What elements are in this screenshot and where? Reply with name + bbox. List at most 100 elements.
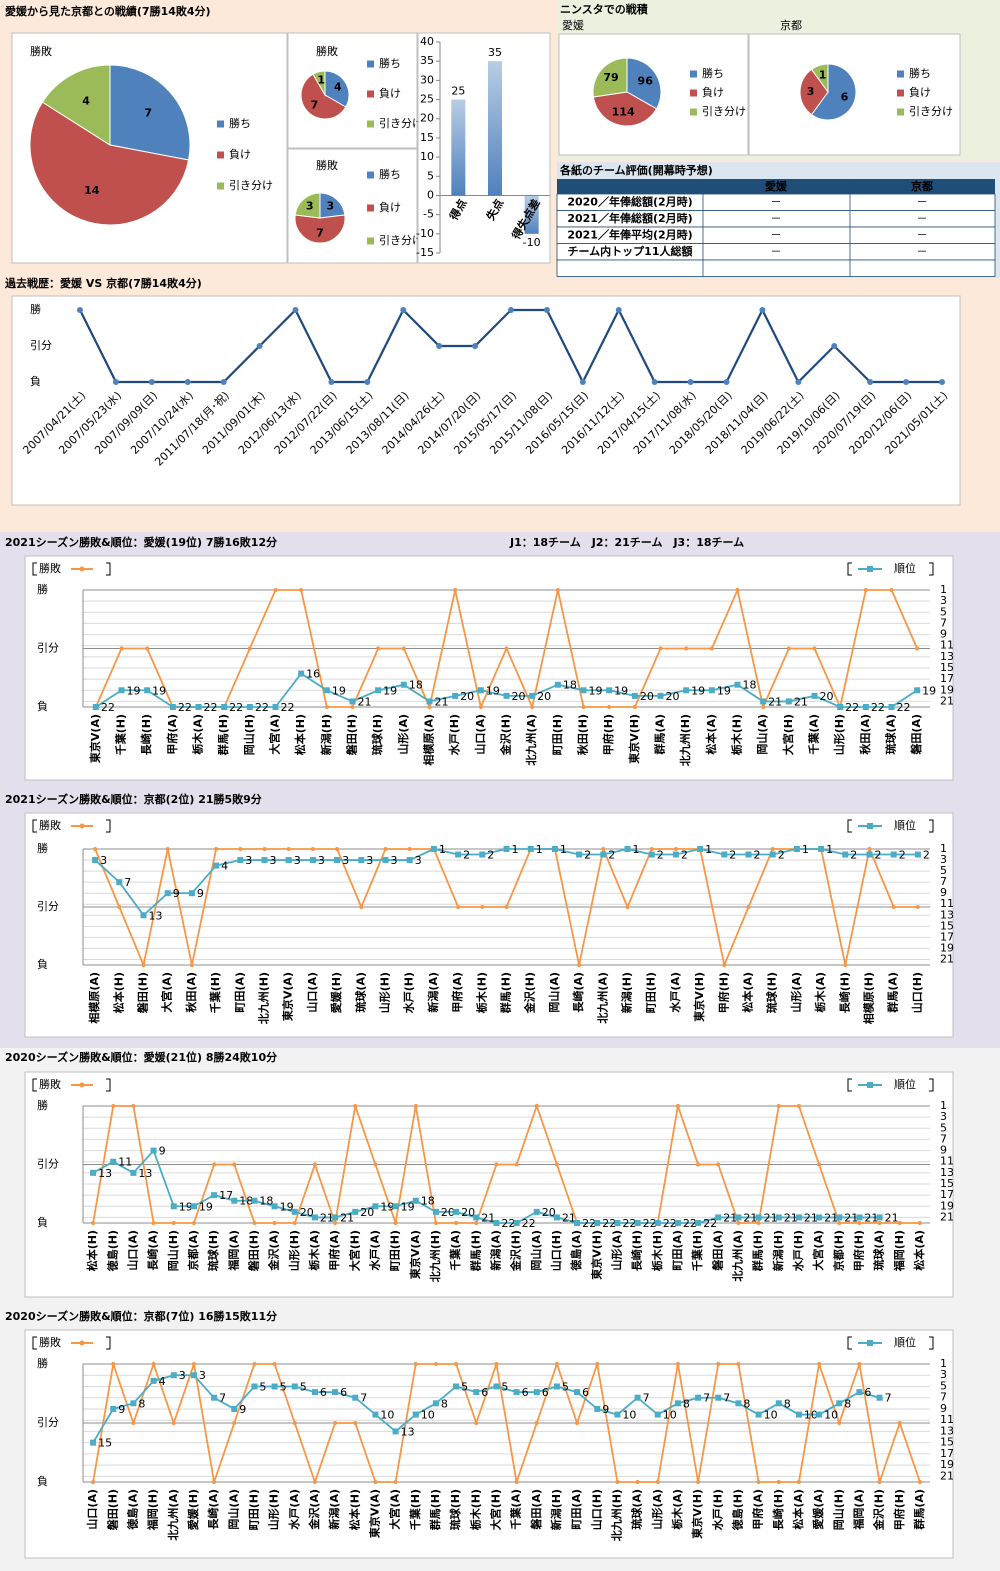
x-tick-label: 山口(H) — [549, 1230, 563, 1271]
y2-tick-label: 19 — [940, 1199, 954, 1212]
data-label: 3 — [179, 1369, 186, 1382]
data-label: 19 — [614, 684, 628, 697]
x-tick-label: 琉球(A) — [872, 1230, 886, 1271]
data-label: 7 — [643, 1392, 650, 1405]
x-tick-label: 甲府(A) — [165, 714, 179, 755]
marker — [527, 846, 534, 852]
marker — [649, 847, 654, 851]
x-tick-label: 町田(H) — [247, 1489, 260, 1530]
legend-bracket — [929, 562, 934, 576]
x-tick-label: 長崎(A) — [206, 1489, 220, 1530]
data-label: 3 — [199, 1369, 206, 1382]
x-tick-label: 山口(A) — [473, 714, 487, 755]
legend-label: 勝敗 — [39, 561, 61, 575]
x-tick-label: 岡山(A) — [529, 1230, 543, 1271]
chart-title: 2020シーズン勝敗&順位：愛媛(21位) 8勝24敗10分 — [5, 1050, 277, 1064]
marker — [116, 879, 123, 886]
marker — [237, 857, 244, 864]
marker — [897, 1421, 902, 1425]
marker — [625, 905, 630, 909]
marker — [795, 379, 802, 385]
legend-bracket — [32, 1078, 37, 1092]
marker — [298, 670, 305, 677]
data-label: 8 — [441, 1397, 448, 1410]
marker — [261, 857, 268, 864]
x-tick-label: 山口(A) — [125, 1230, 139, 1271]
x-tick-label: 山形(H) — [832, 714, 846, 755]
table-title: 各紙のチーム評価(開幕時予想) — [559, 163, 713, 177]
marker — [793, 846, 800, 852]
x-tick-label: 大宮(H) — [781, 714, 795, 755]
marker — [837, 704, 844, 710]
x-tick-label: 山形(A) — [650, 1489, 664, 1530]
marker — [171, 1421, 176, 1425]
x-tick-label: 山口(A) — [305, 972, 319, 1013]
data-label: 3 — [270, 854, 277, 867]
data-label: 22 — [871, 701, 885, 714]
legend-swatch — [367, 60, 374, 68]
data-label: 13 — [98, 1167, 112, 1180]
marker — [866, 851, 873, 858]
marker — [432, 1400, 439, 1407]
y2-tick-label: 1 — [940, 583, 947, 596]
data-label: 10 — [824, 1409, 838, 1422]
x-tick-label: 群馬(H) — [751, 1230, 765, 1272]
marker — [614, 1411, 621, 1418]
data-label: 7 — [360, 1392, 367, 1405]
marker — [551, 846, 558, 852]
marker — [436, 343, 443, 349]
legend-swatch — [690, 89, 697, 97]
marker — [393, 1480, 398, 1484]
x-tick-label: 水戸(H) — [402, 972, 416, 1013]
marker — [755, 1214, 762, 1221]
data-label: 79 — [603, 71, 618, 84]
marker — [401, 646, 406, 651]
x-tick-label: 磐田(H) — [105, 1489, 119, 1530]
marker — [494, 1162, 499, 1167]
marker — [92, 857, 99, 864]
legend-swatch — [367, 237, 374, 245]
data-label: 16 — [306, 668, 320, 681]
x-tick-label: 長崎(H) — [771, 1489, 785, 1530]
x-tick-label: 徳島(H) — [105, 1230, 119, 1272]
marker — [675, 1362, 680, 1366]
marker — [252, 1221, 257, 1225]
x-tick-label: 千葉(H) — [114, 714, 128, 755]
marker — [148, 379, 155, 385]
data-label: 7 — [311, 99, 319, 112]
marker — [285, 857, 292, 864]
marker — [352, 1394, 359, 1401]
marker — [594, 1405, 601, 1412]
marker — [191, 1362, 196, 1366]
y-tick-label: 30 — [420, 73, 434, 86]
x-tick-label: 大宮(A) — [388, 1489, 402, 1530]
data-label: 19 — [332, 684, 346, 697]
marker — [473, 1389, 480, 1396]
marker — [332, 1389, 339, 1396]
marker — [786, 646, 791, 651]
x-tick-label: 愛媛(H) — [186, 1489, 200, 1530]
data-label: 5 — [300, 1380, 307, 1393]
marker — [272, 1362, 277, 1366]
marker — [165, 847, 170, 851]
y2-tick-label: 5 — [940, 605, 947, 618]
x-tick-label: 町田(H) — [645, 972, 658, 1013]
marker — [392, 1203, 399, 1210]
data-label: 13 — [149, 909, 163, 922]
y2-tick-label: 7 — [940, 875, 947, 888]
marker — [190, 1203, 197, 1210]
x-tick-label: 千葉(H) — [690, 1230, 704, 1271]
marker — [211, 1394, 218, 1401]
marker — [654, 1411, 661, 1418]
data-label: 6 — [340, 1386, 347, 1399]
x-tick-label: 秋田(H) — [576, 714, 590, 755]
marker — [140, 912, 147, 919]
marker — [891, 905, 896, 909]
data-label: 21 — [804, 1211, 818, 1224]
x-tick-label: 京都(A) — [186, 1230, 200, 1271]
x-tick-label: 東京V(H) — [589, 1230, 603, 1280]
data-label: 19 — [589, 684, 603, 697]
data-label: 20 — [461, 1206, 475, 1219]
marker — [90, 1169, 97, 1176]
marker — [581, 705, 586, 709]
